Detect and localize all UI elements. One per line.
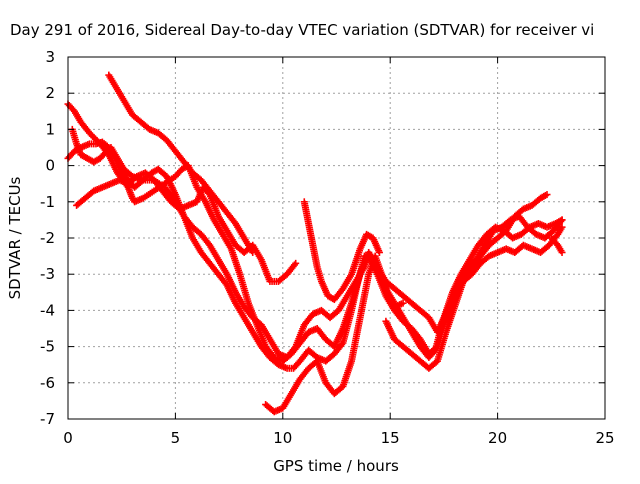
y-axis-label: SDTVAR / TECUs: [6, 176, 24, 299]
y-tick-label: -2: [40, 229, 55, 247]
data-point-3: [292, 259, 300, 267]
data-point-6: [375, 248, 383, 256]
x-axis-label: GPS time / hours: [273, 457, 399, 475]
x-tick-label: 25: [595, 429, 614, 447]
x-tick-label: 5: [171, 429, 181, 447]
data-point-5: [399, 299, 407, 307]
y-tick-label: -1: [40, 193, 55, 211]
y-tick-label: 1: [45, 120, 55, 138]
y-tick-label: -5: [40, 338, 55, 356]
data-point-7: [543, 191, 551, 199]
x-tick-label: 15: [381, 429, 400, 447]
x-tick-label: 20: [488, 429, 507, 447]
grid-lines: [68, 57, 605, 419]
data-point-4: [249, 248, 257, 256]
y-tick-label: -6: [40, 374, 55, 392]
y-tick-label: 2: [45, 84, 55, 102]
data-point-2: [558, 216, 566, 224]
y-tick-label: -4: [40, 301, 55, 319]
data-point-8: [558, 248, 566, 256]
y-tick-label: 3: [45, 48, 55, 66]
data-points: [64, 71, 566, 416]
y-tick-label: -7: [40, 410, 55, 428]
data-point-1: [558, 223, 566, 231]
y-tick-label: -3: [40, 265, 55, 283]
x-tick-label: 10: [273, 429, 292, 447]
x-tick-label: 0: [63, 429, 73, 447]
chart-title: Day 291 of 2016, Sidereal Day-to-day VTE…: [10, 21, 594, 39]
y-tick-label: 0: [45, 157, 55, 175]
